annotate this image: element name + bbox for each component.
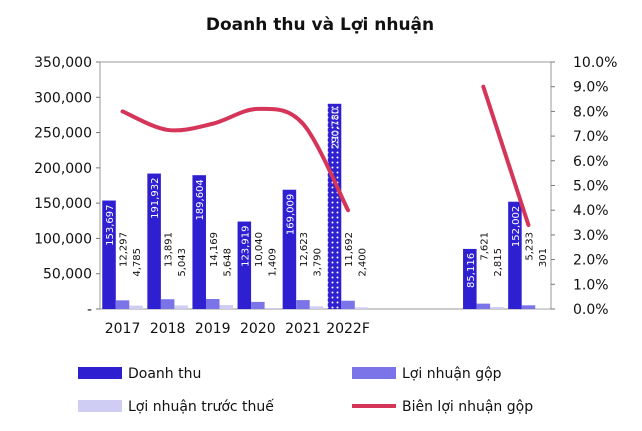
bar-loi-nhuan-truoc-thue [354, 307, 369, 309]
data-label: 123,919 [240, 226, 251, 267]
y-right-tick-label: 5.0% [573, 179, 609, 195]
y-left-tick-label: 350,000 [34, 55, 92, 71]
legend-doanh-thu-swatch [78, 367, 122, 379]
bar-doanh-thu [282, 189, 297, 309]
data-label: 3,790 [312, 248, 323, 277]
bar-loi-nhuan-truoc-thue [174, 305, 188, 309]
data-label: 301 [538, 248, 549, 267]
data-label: 10,040 [254, 232, 265, 267]
x-tick-label: 2017 [105, 321, 141, 337]
y-left-tick-label: 150,000 [34, 196, 92, 212]
data-labels-group: 153,697 191,932 189,604 123,919 169,009 290,7… [105, 108, 549, 288]
bar-doanh-thu [327, 103, 342, 310]
legend-bien-loi-nhuan-gop-label: Biên lợi nhuận gộp [402, 399, 533, 415]
bar-loi-nhuan-gop [160, 299, 175, 309]
legend-doanh-thu-label: Doanh thu [128, 366, 201, 382]
data-label: 5,233 [524, 232, 535, 261]
y-left-tick-label: - [87, 302, 92, 318]
bars-group [102, 103, 549, 310]
bar-loi-nhuan-truoc-thue [309, 306, 324, 309]
y-left-tick-label: 200,000 [34, 161, 92, 177]
data-label: 11,692 [344, 232, 355, 267]
y-right-tick-label: 0.0% [573, 302, 609, 318]
axes-group: - 50,000 100,000 150,000 200,000 250,000 300,0… [34, 55, 617, 337]
data-label: 290,780 [331, 108, 342, 149]
legend-loi-nhuan-gop-swatch [352, 367, 396, 379]
bar-doanh-thu [192, 175, 206, 309]
bar-doanh-thu [237, 221, 252, 309]
data-label: 13,891 [164, 232, 175, 267]
data-label: 5,648 [222, 248, 233, 277]
data-label: 189,604 [195, 179, 206, 220]
y-right-tick-label: 3.0% [573, 228, 609, 244]
data-label: 169,009 [285, 194, 296, 235]
y-left-tick-label: 100,000 [34, 231, 92, 247]
x-tick-label: 2022F [326, 321, 370, 337]
data-label: 1,409 [267, 248, 278, 277]
bar-loi-nhuan-gop [476, 303, 491, 309]
y-right-tick-label: 7.0% [573, 129, 609, 145]
plot-area [99, 61, 552, 310]
data-label: 85,116 [466, 253, 477, 288]
data-label: 2,400 [358, 248, 369, 277]
x-tick-label: 2021 [285, 321, 321, 337]
data-label: 153,697 [105, 205, 116, 246]
legend-loi-nhuan-truoc-thue-label: Lợi nhuận trước thuế [128, 398, 274, 415]
data-label: 4,785 [132, 248, 143, 277]
bar-loi-nhuan-gop [251, 301, 265, 309]
bar-loi-nhuan-gop [521, 305, 536, 309]
legend-loi-nhuan-truoc-thue-swatch [78, 400, 122, 412]
bar-loi-nhuan-truoc-thue [129, 305, 143, 309]
bar-loi-nhuan-gop [296, 300, 310, 309]
line-bien-loi-nhuan-gop [120, 106, 351, 213]
y-left-tick-label: 250,000 [34, 126, 92, 142]
bar-loi-nhuan-gop [115, 300, 130, 309]
data-label: 7,621 [479, 232, 490, 261]
y-right-tick-label: 6.0% [573, 154, 609, 170]
x-tick-label: 2020 [240, 321, 276, 337]
bar-doanh-thu [463, 248, 477, 309]
data-label: 191,932 [150, 178, 161, 219]
legend: Doanh thu Lợi nhuận gộp Lợi nhuận trước th… [78, 366, 533, 415]
y-right-tick-label: 10.0% [573, 55, 617, 71]
data-label: 2,815 [493, 248, 504, 277]
y-right-tick-label: 2.0% [573, 253, 609, 269]
bar-loi-nhuan-truoc-thue [264, 308, 279, 309]
bar-doanh-thu [102, 200, 116, 309]
data-label: 152,002 [511, 206, 522, 247]
line-bien-loi-nhuan-gop [481, 84, 531, 228]
plot-frame [99, 61, 552, 310]
bar-loi-nhuan-truoc-thue [490, 307, 504, 309]
bar-doanh-thu [147, 173, 161, 309]
x-tick-label: 2018 [150, 321, 186, 337]
bar-loi-nhuan-gop [341, 300, 355, 309]
bar-loi-nhuan-truoc-thue [219, 305, 234, 309]
x-tick-label: 2019 [195, 321, 231, 337]
line-group [120, 84, 531, 228]
y-right-tick-label: 9.0% [573, 80, 609, 96]
bar-loi-nhuan-gop [205, 299, 220, 309]
data-label: 12,623 [299, 232, 310, 267]
bar-doanh-thu [508, 201, 522, 309]
legend-loi-nhuan-gop-label: Lợi nhuận gộp [402, 366, 502, 382]
chart-title: Doanh thu và Lợi nhuận [206, 15, 434, 35]
y-right-tick-label: 4.0% [573, 203, 609, 219]
data-label: 5,043 [177, 248, 188, 277]
y-left-tick-label: 50,000 [43, 267, 92, 283]
y-left-tick-label: 300,000 [34, 90, 92, 106]
data-label: 14,169 [209, 232, 220, 267]
data-label: 12,297 [119, 232, 130, 267]
y-right-tick-label: 8.0% [573, 104, 609, 120]
y-right-tick-label: 1.0% [573, 277, 609, 293]
